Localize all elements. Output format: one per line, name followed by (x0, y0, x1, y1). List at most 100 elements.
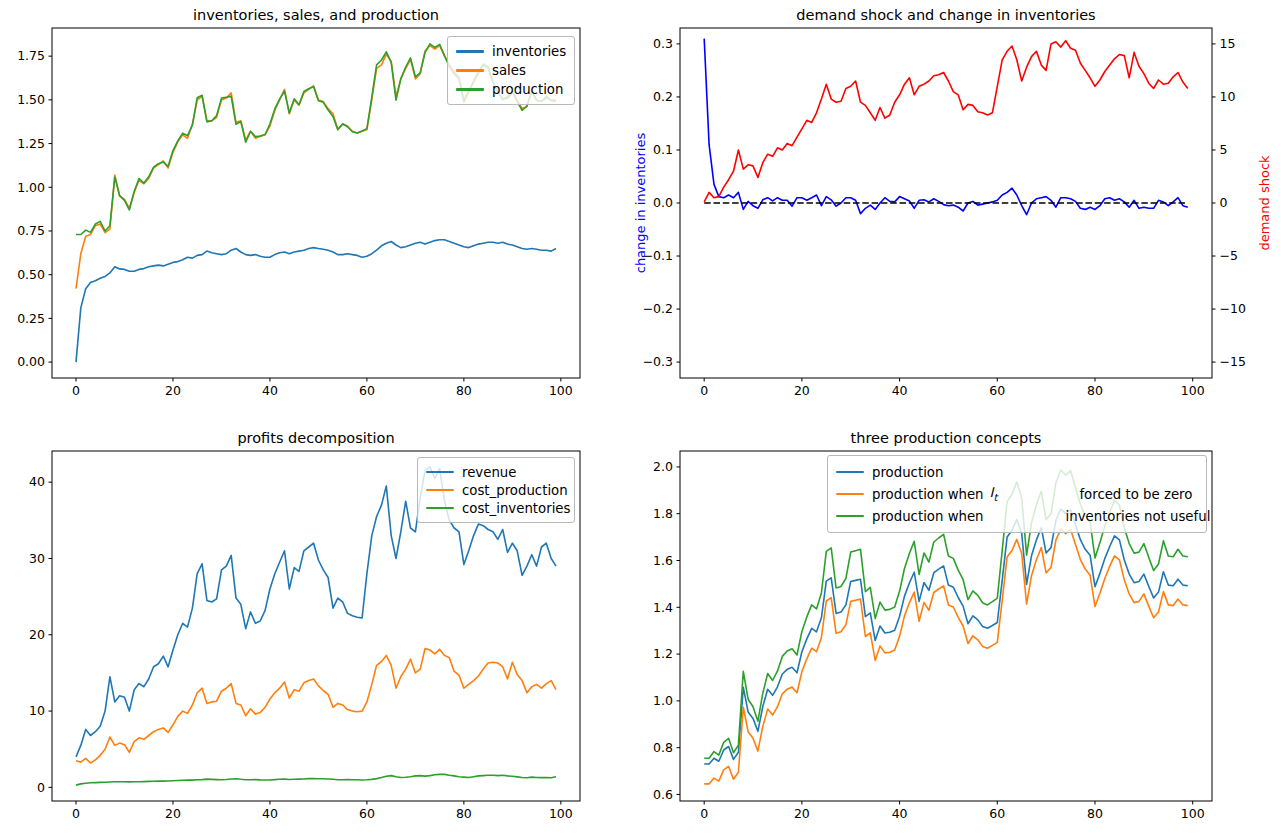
tick-label: 10 (1220, 89, 1236, 104)
legend-item-production: production (456, 80, 566, 99)
tick-label: 20 (29, 627, 45, 642)
tick-label: 40 (262, 383, 278, 398)
legend-item-cost-production: cost_production (426, 481, 566, 499)
tick-label: 0 (72, 806, 80, 821)
chart-title-demand-shock: demand shock and change in inventories (666, 7, 1226, 23)
tick-label: 15 (1220, 36, 1236, 51)
tick-label: 80 (456, 806, 472, 821)
plots-canvas: 0204060801000.000.250.500.751.001.251.50… (0, 0, 1281, 834)
legend-label: cost_production (462, 483, 568, 498)
tick-label: 0 (700, 806, 708, 821)
legend-item-production-no-inventories: production when inventories not useful (836, 505, 1198, 527)
legend-label-pre: production when (872, 487, 984, 502)
legend-bottom-left: revenue cost_production cost_inventories (417, 457, 575, 523)
tick-label: 0 (72, 383, 80, 398)
legend-label: sales (492, 63, 526, 78)
tick-label: 0.2 (653, 89, 673, 104)
legend-label: cost_inventories (462, 501, 570, 516)
tick-label: 40 (892, 806, 908, 821)
tick-label: 80 (456, 383, 472, 398)
ylabel-change-in-inventories: change in inventories (633, 133, 648, 274)
production-line-swatch (456, 88, 484, 91)
legend-item-inventories: inventories (456, 42, 566, 61)
cost-production-line-swatch (426, 489, 454, 492)
tick-label: 0 (1220, 195, 1228, 210)
tick-label: 0.8 (653, 740, 673, 755)
legend-item-production: production (836, 461, 1198, 483)
revenue-line-swatch (426, 471, 454, 474)
tick-label: 0.0 (653, 195, 673, 210)
production-line-swatch (836, 471, 864, 474)
series-production-when-it-forced-to-be-zero (704, 529, 1188, 784)
series-inventories (76, 240, 556, 362)
math-symbol-inventory: It (990, 485, 998, 503)
tick-label: 60 (359, 806, 375, 821)
tick-label: 0.50 (17, 267, 45, 282)
chart-title-inventories-sales-production: inventories, sales, and production (36, 7, 596, 23)
tick-label: 60 (989, 383, 1005, 398)
tick-label: 1.0 (653, 693, 673, 708)
tick-label: 5 (1220, 142, 1228, 157)
tick-label: 20 (165, 383, 181, 398)
legend-label: inventories (492, 44, 566, 59)
tick-label: −5 (1220, 248, 1238, 263)
ylabel-demand-shock: demand shock (1257, 155, 1272, 250)
tick-label: −0.2 (643, 301, 673, 316)
legend-label-pre: production when (872, 509, 984, 524)
legend-label: revenue (462, 465, 516, 480)
tick-label: 100 (549, 383, 573, 398)
math-subscript: t (993, 492, 997, 503)
tick-label: 0.3 (653, 36, 673, 51)
sales-line-swatch (456, 69, 484, 72)
tick-label: 80 (1087, 383, 1103, 398)
tick-label: 0 (37, 780, 45, 795)
legend-item-cost-inventories: cost_inventories (426, 499, 566, 517)
tick-label: 40 (29, 474, 45, 489)
tick-label: 0.6 (653, 787, 673, 802)
tick-label: 2.0 (653, 459, 673, 474)
tick-label: 1.00 (17, 180, 45, 195)
tick-label: 20 (794, 806, 810, 821)
legend-label: production (872, 465, 943, 480)
production-not-useful-line-swatch (836, 515, 864, 518)
tick-label: 100 (1181, 383, 1205, 398)
series-cost-production (76, 649, 556, 764)
series-demand-shock (704, 41, 1188, 202)
tick-label: 60 (359, 383, 375, 398)
tick-label: 40 (262, 806, 278, 821)
legend-item-sales: sales (456, 61, 566, 80)
tick-label: 10 (29, 703, 45, 718)
chart-title-three-production-concepts: three production concepts (666, 430, 1226, 446)
tick-label: 30 (29, 551, 45, 566)
figure: 0204060801000.000.250.500.751.001.251.50… (0, 0, 1281, 834)
legend-label-post: inventories not useful (1066, 509, 1211, 524)
tick-label: 80 (1087, 806, 1103, 821)
tick-label: −10 (1220, 301, 1246, 316)
tick-label: 1.25 (17, 136, 45, 151)
tick-label: 0.25 (17, 311, 45, 326)
tick-label: −0.3 (643, 354, 673, 369)
tick-label: −15 (1220, 354, 1246, 369)
tick-label: 20 (165, 806, 181, 821)
series-change-in-inventories (704, 39, 1188, 215)
legend-label-post: forced to be zero (1079, 487, 1192, 502)
tick-label: 0.1 (653, 142, 673, 157)
production-forced-zero-line-swatch (836, 493, 864, 496)
tick-label: 1.6 (653, 553, 673, 568)
tick-label: 0.00 (17, 354, 45, 369)
tick-label: 1.50 (17, 92, 45, 107)
chart-title-profits-decomposition: profits decomposition (36, 430, 596, 446)
legend-top-left: inventories sales production (447, 36, 575, 105)
tick-label: 100 (549, 806, 573, 821)
tick-label: 40 (892, 383, 908, 398)
inventories-line-swatch (456, 50, 484, 53)
tick-label: 1.8 (653, 506, 673, 521)
tick-label: 0.75 (17, 223, 45, 238)
tick-label: 60 (989, 806, 1005, 821)
tick-label: 20 (794, 383, 810, 398)
tick-label: 1.4 (653, 600, 673, 615)
cost-inventories-line-swatch (426, 507, 454, 510)
tick-label: 1.2 (653, 646, 673, 661)
tick-label: 1.75 (17, 48, 45, 63)
tick-label: 100 (1181, 806, 1205, 821)
